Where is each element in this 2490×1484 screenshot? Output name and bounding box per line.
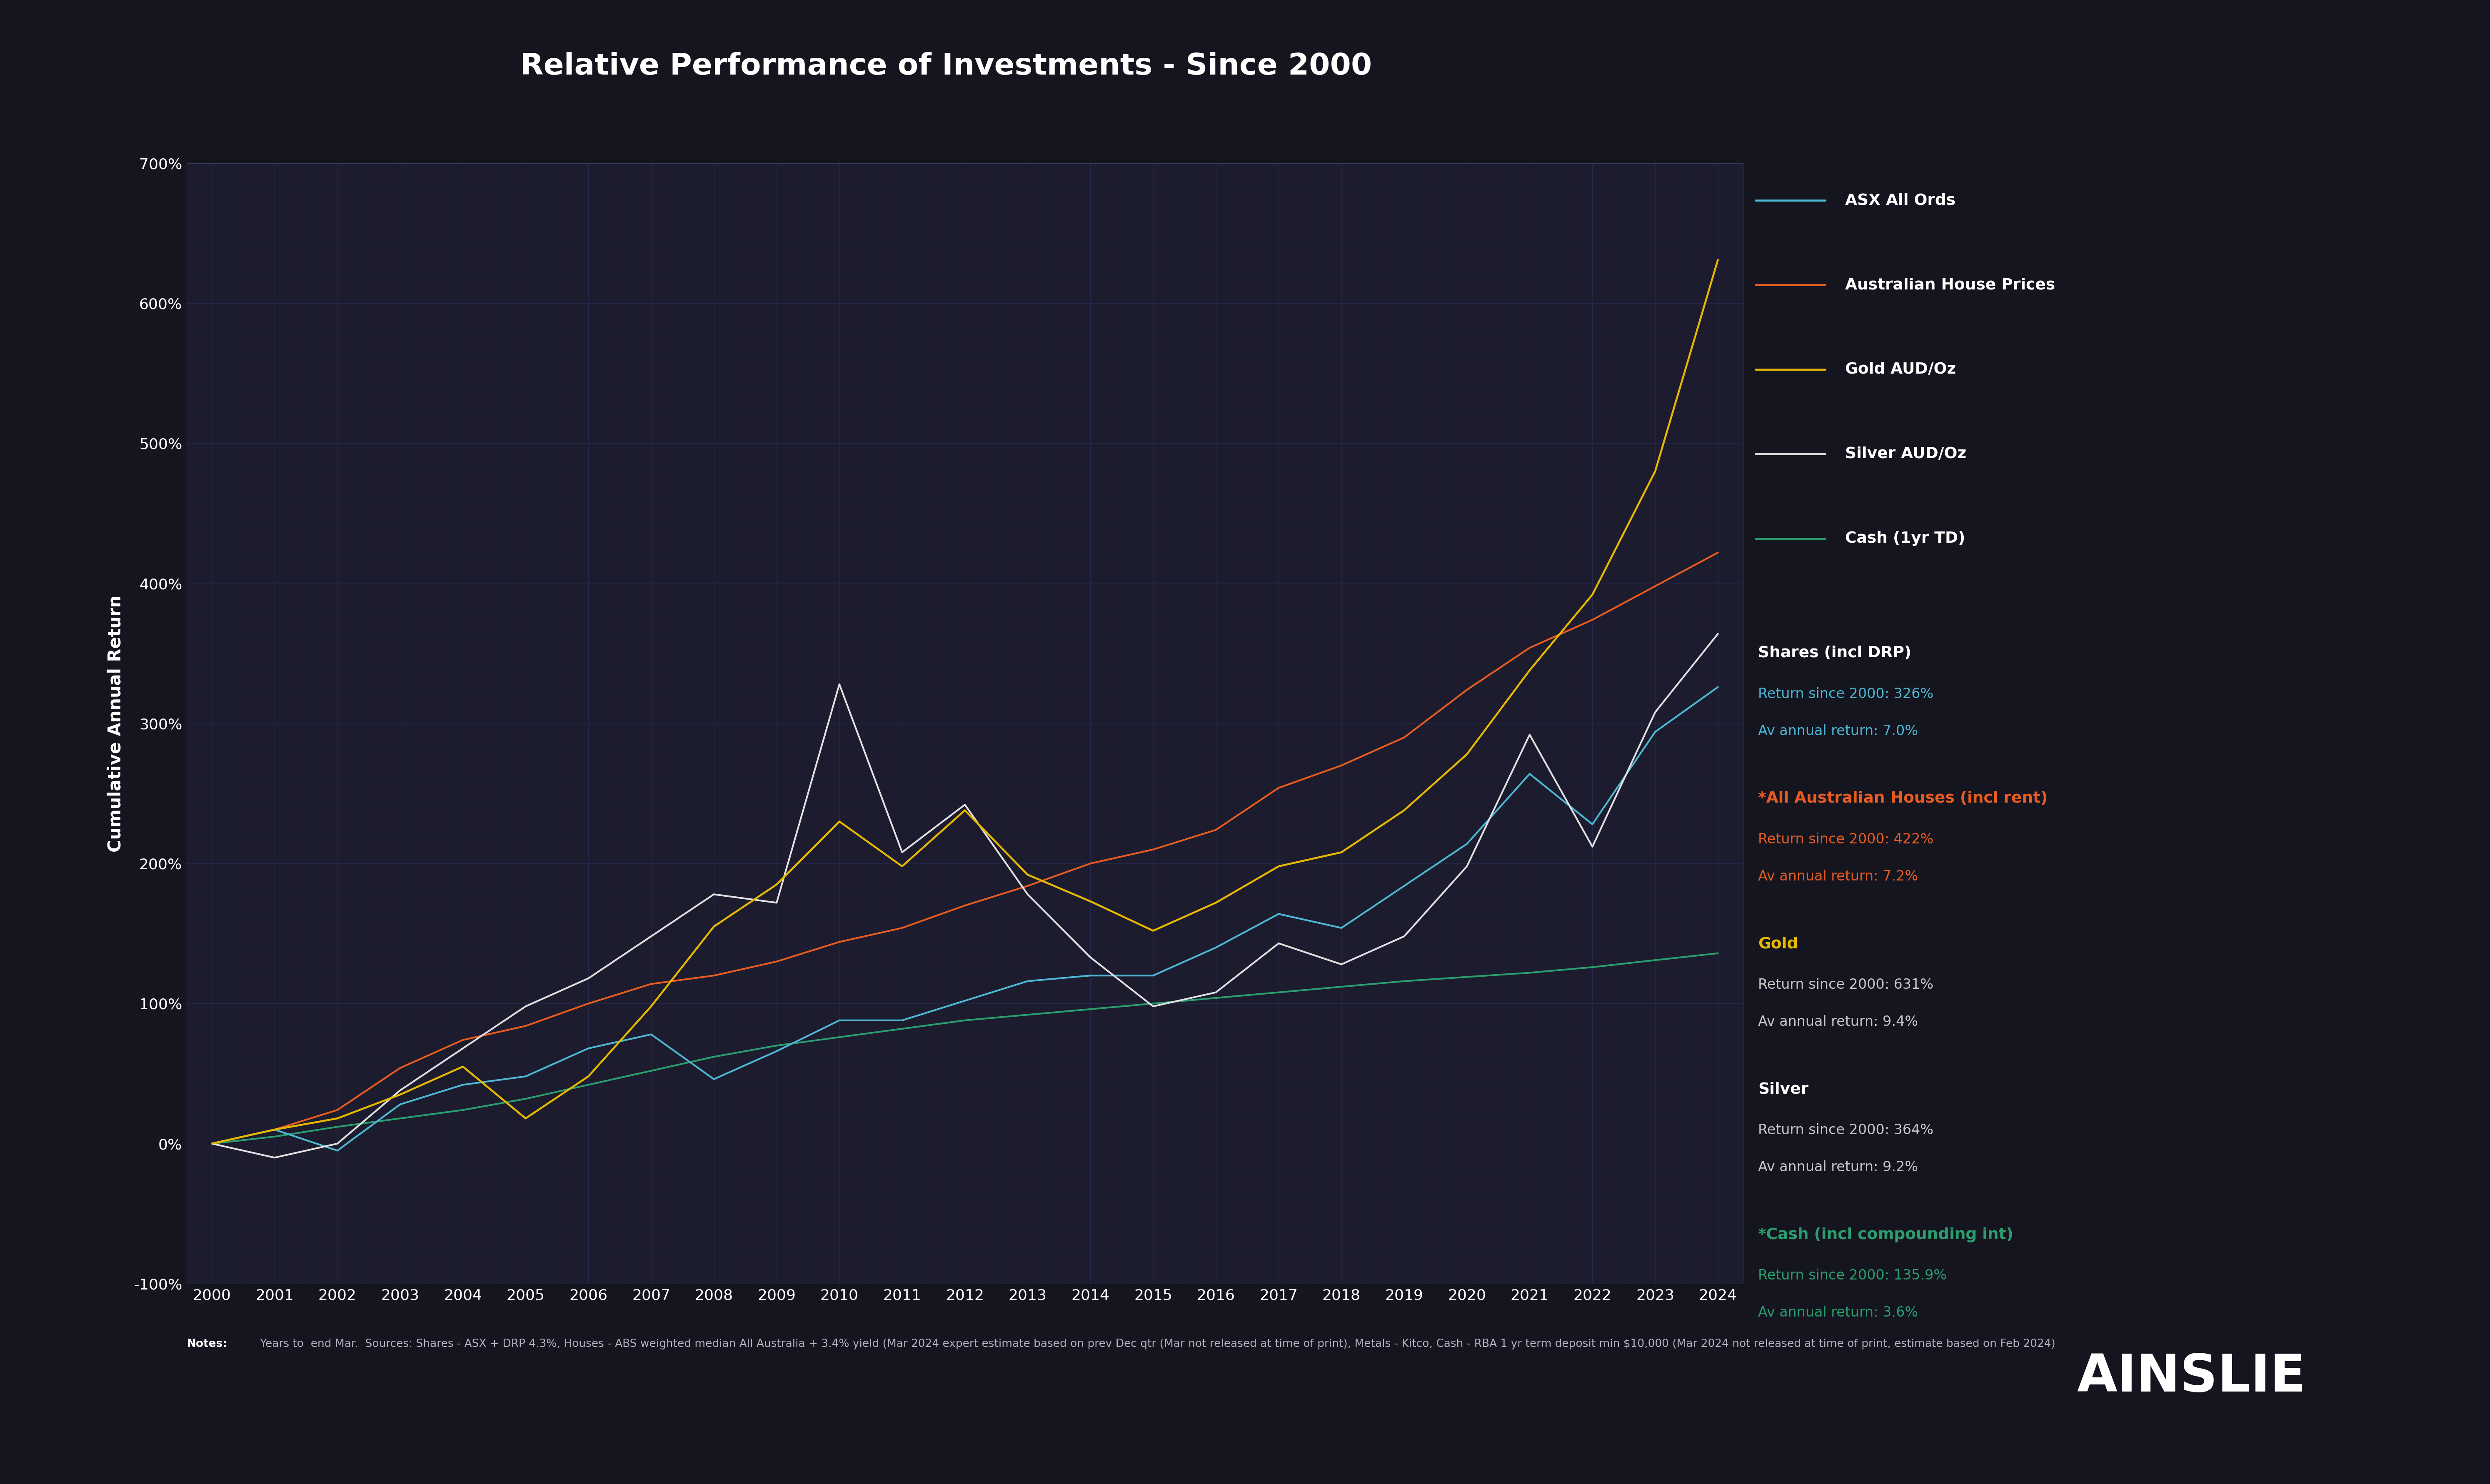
Text: Av annual return: 3.6%: Av annual return: 3.6% <box>1758 1306 1917 1319</box>
Text: AINSLIE: AINSLIE <box>2077 1352 2306 1402</box>
Text: Return since 2000: 422%: Return since 2000: 422% <box>1758 833 1932 846</box>
Y-axis label: Cumulative Annual Return: Cumulative Annual Return <box>107 595 125 852</box>
Text: Gold AUD/Oz: Gold AUD/Oz <box>1845 362 1957 377</box>
Text: Cash (1yr TD): Cash (1yr TD) <box>1845 531 1965 546</box>
Text: Av annual return: 9.4%: Av annual return: 9.4% <box>1758 1015 1917 1028</box>
Text: Return since 2000: 631%: Return since 2000: 631% <box>1758 978 1932 991</box>
Text: Return since 2000: 135.9%: Return since 2000: 135.9% <box>1758 1269 1947 1282</box>
Text: Av annual return: 7.2%: Av annual return: 7.2% <box>1758 870 1917 883</box>
Text: Silver: Silver <box>1758 1082 1808 1097</box>
Text: Gold: Gold <box>1758 936 1798 951</box>
Text: Relative Performance of Investments - Since 2000: Relative Performance of Investments - Si… <box>520 52 1372 80</box>
Text: Australian House Prices: Australian House Prices <box>1845 278 2054 292</box>
Text: Return since 2000: 326%: Return since 2000: 326% <box>1758 687 1932 700</box>
Text: *All Australian Houses (incl rent): *All Australian Houses (incl rent) <box>1758 791 2047 806</box>
Text: ASX All Ords: ASX All Ords <box>1845 193 1955 208</box>
Text: Shares (incl DRP): Shares (incl DRP) <box>1758 646 1912 660</box>
Text: Silver AUD/Oz: Silver AUD/Oz <box>1845 447 1967 462</box>
Text: *Cash (incl compounding int): *Cash (incl compounding int) <box>1758 1227 2014 1242</box>
Text: Av annual return: 9.2%: Av annual return: 9.2% <box>1758 1160 1917 1174</box>
Text: Av annual return: 7.0%: Av annual return: 7.0% <box>1758 724 1917 738</box>
Text: Notes:: Notes: <box>187 1339 227 1349</box>
Text: Return since 2000: 364%: Return since 2000: 364% <box>1758 1123 1932 1137</box>
Text: Years to  end Mar.  Sources: Shares - ASX + DRP 4.3%, Houses - ABS weighted medi: Years to end Mar. Sources: Shares - ASX … <box>256 1339 2054 1349</box>
